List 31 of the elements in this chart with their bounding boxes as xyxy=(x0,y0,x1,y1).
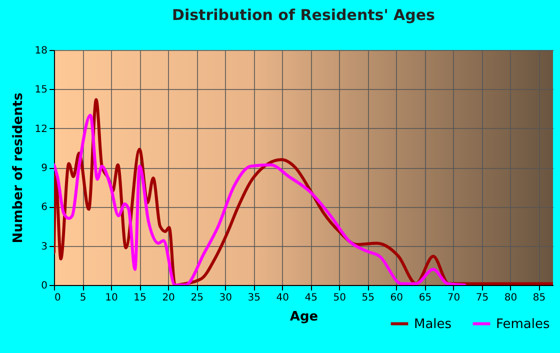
line-series xyxy=(54,114,466,285)
x-tick-label: 25 xyxy=(190,292,204,304)
y-tick-label: 3 xyxy=(41,241,48,252)
y-tick-label: 15 xyxy=(34,84,48,96)
x-tick-label: 55 xyxy=(362,292,375,304)
x-tick-label: 30 xyxy=(219,292,232,304)
x-tick-label: 75 xyxy=(476,292,489,304)
y-tick-label: 12 xyxy=(34,124,48,135)
y-tick-label: 0 xyxy=(41,280,48,292)
x-tick-label: 70 xyxy=(447,292,460,304)
x-tick-label: 85 xyxy=(532,292,546,304)
chart-title: Distribution of Residents' Ages xyxy=(172,6,436,24)
legend-label: Females xyxy=(496,316,550,332)
x-tick-label: 15 xyxy=(134,292,146,304)
x-axis-title: Age xyxy=(290,310,318,324)
x-tick-label: 20 xyxy=(162,292,175,304)
x-tick-label: 60 xyxy=(390,292,404,304)
y-tick-label: 6 xyxy=(41,202,48,214)
x-tick-label: 45 xyxy=(304,292,318,304)
x-tick-label: 0 xyxy=(54,292,61,304)
x-tick-label: 40 xyxy=(276,292,289,304)
y-tick-label: 9 xyxy=(41,163,48,174)
x-tick-label: 50 xyxy=(333,292,346,304)
x-tick-label: 80 xyxy=(504,292,518,304)
x-tick-label: 5 xyxy=(80,292,86,304)
y-tick-label: 18 xyxy=(34,46,48,56)
x-tick-label: 65 xyxy=(418,292,432,304)
x-tick-label: 35 xyxy=(248,292,260,304)
y-axis-title: Number of residents xyxy=(10,92,26,244)
legend-label: Males xyxy=(414,316,452,332)
x-tick-label: 10 xyxy=(105,292,118,304)
